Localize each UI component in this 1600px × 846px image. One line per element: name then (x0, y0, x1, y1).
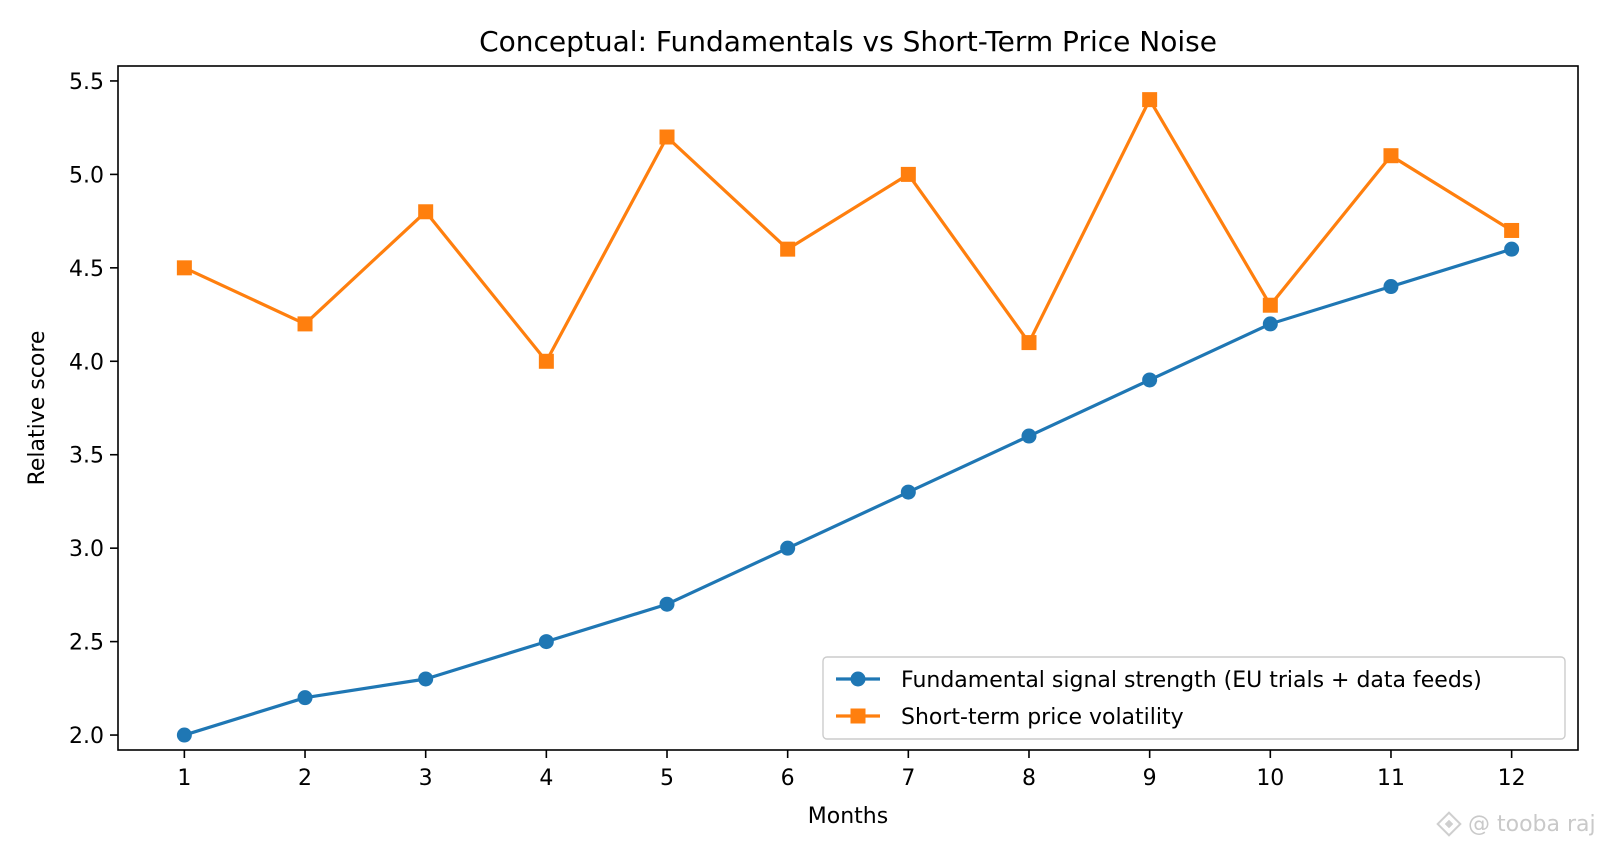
watermark-text: @ tooba raj (1468, 812, 1596, 837)
x-tick-label: 3 (419, 766, 433, 791)
series-0-point (659, 596, 675, 612)
series-1-point (900, 166, 916, 182)
series-0-point (1021, 428, 1037, 444)
series-1-point (780, 241, 796, 257)
x-tick-label: 10 (1256, 766, 1284, 791)
x-tick-label: 6 (781, 766, 795, 791)
y-tick-label: 4.5 (69, 257, 104, 282)
x-tick-label: 5 (660, 766, 674, 791)
series-0-point (1504, 241, 1520, 257)
series-1-point (1021, 335, 1037, 351)
x-tick-label: 2 (298, 766, 312, 791)
x-tick-label: 1 (177, 766, 191, 791)
chart-title: Conceptual: Fundamentals vs Short-Term P… (479, 25, 1217, 58)
series-0-point (1383, 279, 1399, 295)
series-layer (176, 92, 1520, 743)
legend-marker-fundamental (850, 671, 866, 687)
x-axis: 1 2 3 4 5 6 7 8 9 10 11 12 (177, 750, 1526, 791)
x-tick-label: 9 (1143, 766, 1157, 791)
x-tick-label: 7 (901, 766, 915, 791)
series-1-point (538, 353, 554, 369)
series-1-point (297, 316, 313, 332)
x-tick-label: 11 (1377, 766, 1405, 791)
series-0-point (418, 671, 434, 687)
series-1-point (1504, 222, 1520, 238)
y-axis-label: Relative score (25, 331, 50, 486)
legend-marker-volatility (850, 708, 866, 724)
y-tick-label: 3.5 (69, 444, 104, 469)
series-0-point (176, 727, 192, 743)
legend-label-fundamental: Fundamental signal strength (EU trials +… (901, 668, 1482, 693)
y-tick-label: 2.0 (69, 724, 104, 749)
plot-frame (117, 65, 1579, 751)
series-0-point (1142, 372, 1158, 388)
x-tick-label: 12 (1498, 766, 1526, 791)
series-0-point (538, 634, 554, 650)
y-tick-label: 4.0 (69, 350, 104, 375)
series-1-point (1383, 148, 1399, 164)
x-tick-label: 8 (1022, 766, 1036, 791)
y-tick-label: 5.0 (69, 163, 104, 188)
series-0-point (1262, 316, 1278, 332)
series-line-1 (182, 98, 1514, 363)
plot-area (117, 65, 1579, 751)
y-tick-label: 5.5 (69, 70, 104, 95)
y-tick-label: 3.0 (69, 537, 104, 562)
legend-label-volatility: Short-term price volatility (901, 705, 1184, 730)
series-1-point (1262, 297, 1278, 313)
series-1-point (418, 204, 434, 220)
x-tick-label: 4 (539, 766, 553, 791)
watermark-logo-icon (1436, 811, 1462, 837)
series-1-point (176, 260, 192, 276)
y-tick-label: 2.5 (69, 631, 104, 656)
legend-frame (822, 656, 1566, 740)
legend: Fundamental signal strength (EU trials +… (822, 656, 1566, 740)
series-1-point (659, 129, 675, 145)
series-0-point (780, 540, 796, 556)
series-0-point (900, 484, 916, 500)
y-axis: 2.0 2.5 3.0 3.5 4.0 4.5 5.0 5.5 (69, 70, 118, 749)
series-1-point (1142, 92, 1158, 108)
series-line-0 (182, 247, 1514, 737)
x-axis-label: Months (808, 804, 888, 829)
series-0-point (297, 690, 313, 706)
watermark: @ tooba raj (1436, 811, 1596, 837)
